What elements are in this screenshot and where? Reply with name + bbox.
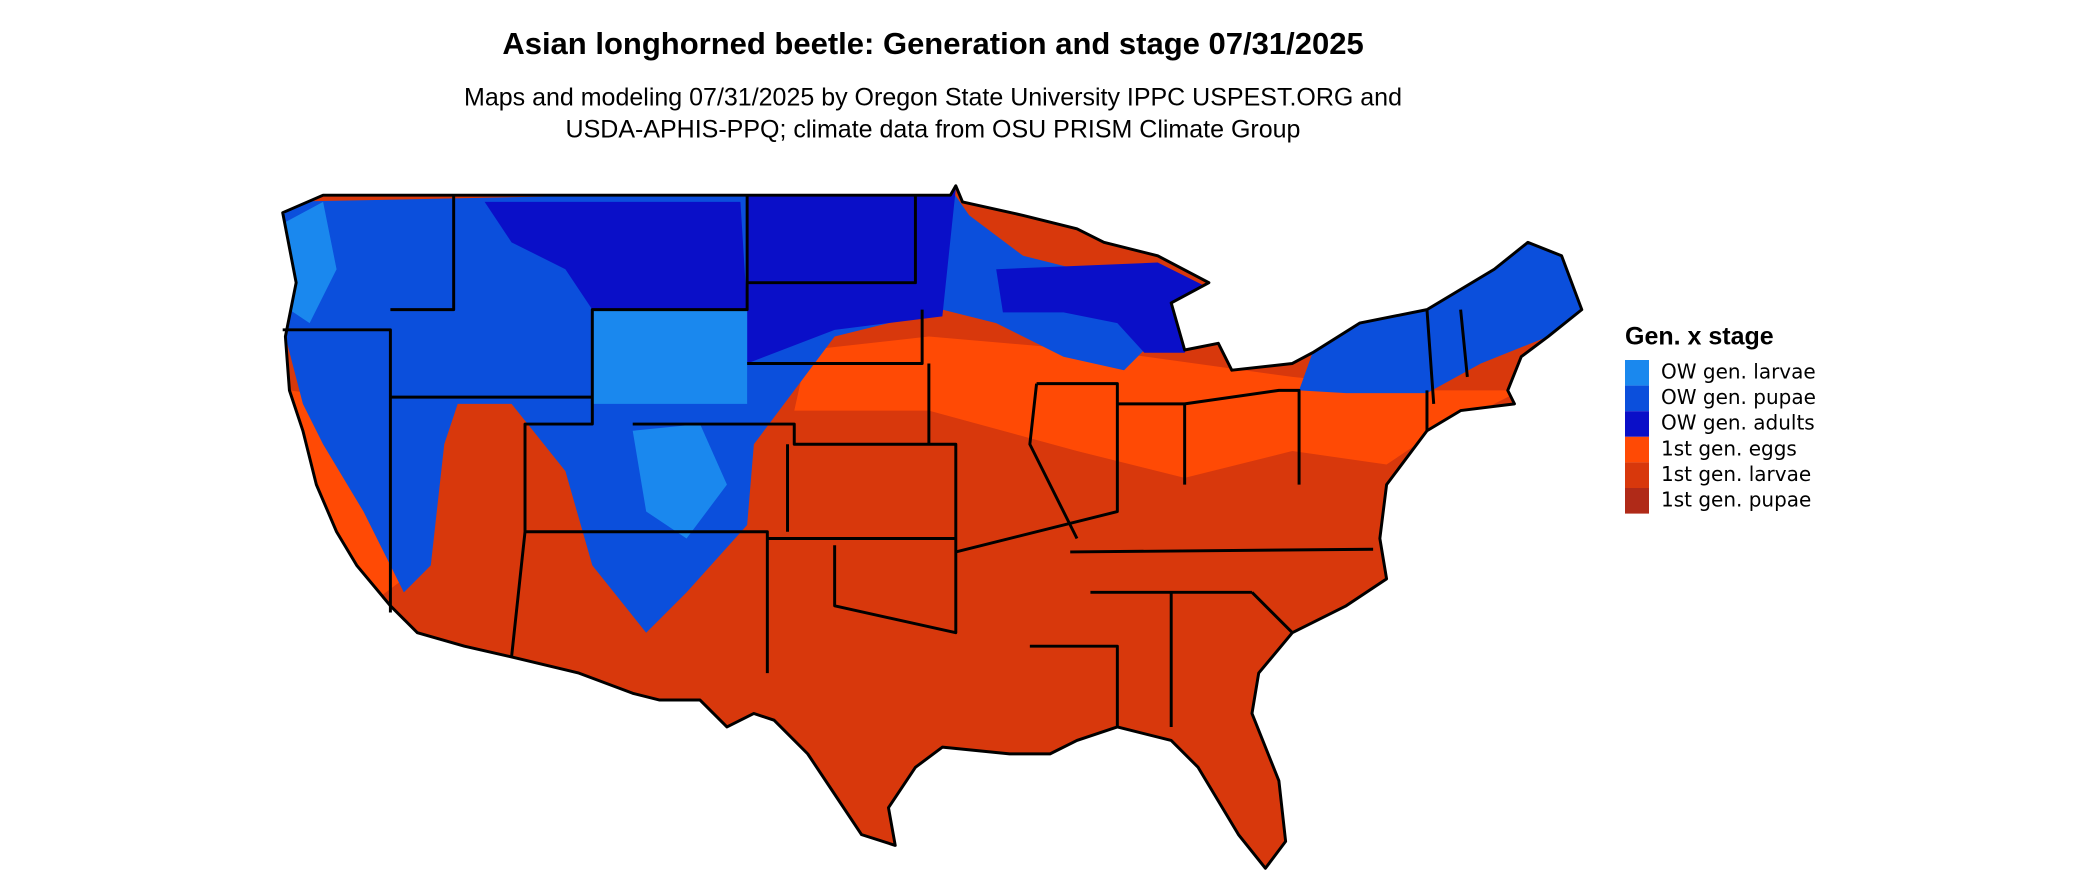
region (289, 390, 404, 600)
legend-swatch (1625, 385, 1649, 412)
title: Asian longhorned beetle: Generation and … (502, 26, 1363, 61)
legend-label: 1st gen. pupae (1661, 488, 1811, 512)
legend-label: 1st gen. larvae (1661, 462, 1811, 486)
region (484, 201, 748, 310)
legend-swatch (1625, 488, 1649, 514)
region (632, 424, 727, 539)
region (747, 188, 956, 364)
legend-swatch (1625, 411, 1649, 437)
region (592, 309, 748, 404)
subtitle: USDA-APHIS-PPQ; climate data from OSU PR… (566, 116, 1301, 144)
region (285, 201, 337, 324)
legend-title: Gen. x stage (1625, 323, 1774, 351)
subtitle: Maps and modeling 07/31/2025 by Oregon S… (464, 84, 1402, 112)
legend-swatch (1625, 462, 1649, 488)
legend-swatch (1625, 436, 1649, 463)
legend-label: 1st gen. eggs (1661, 436, 1797, 460)
state-borders (282, 195, 1469, 727)
region (794, 336, 1522, 478)
region (1299, 242, 1582, 394)
map (281, 184, 1584, 870)
region (996, 262, 1212, 353)
legend-swatch (1625, 360, 1649, 386)
legend-label: OW gen. pupae (1661, 385, 1816, 409)
legend-label: OW gen. adults (1661, 411, 1815, 435)
legend-label: OW gen. larvae (1661, 360, 1816, 384)
